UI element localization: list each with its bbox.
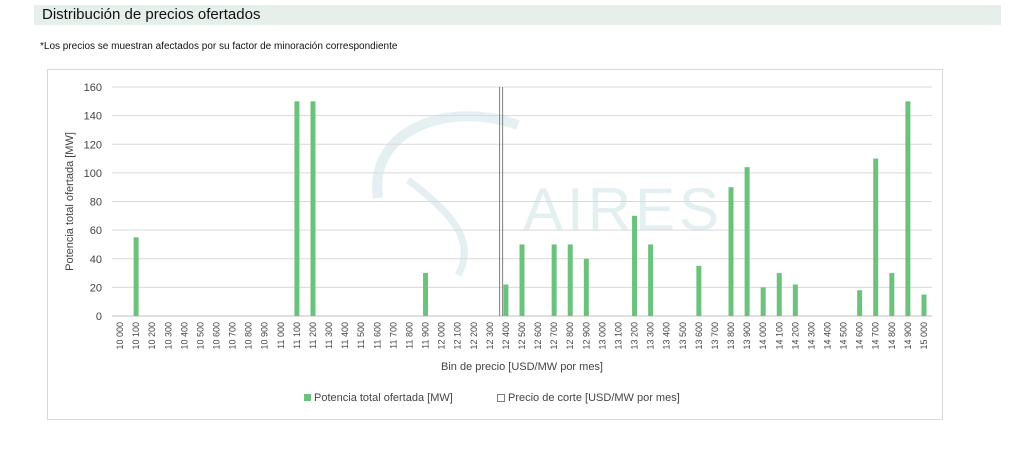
x-tick-label: 11 200	[308, 322, 318, 349]
x-tick-label: 14 600	[855, 322, 865, 350]
x-tick-label: 13 900	[742, 322, 752, 350]
x-tick-label: 13 400	[662, 322, 672, 350]
x-tick-label: 12 800	[565, 322, 575, 350]
bar	[133, 237, 139, 316]
x-tick-label: 12 300	[485, 322, 495, 350]
x-tick-label: 12 200	[469, 322, 479, 350]
x-tick-label: 15 000	[919, 322, 929, 350]
bar	[551, 244, 557, 316]
x-tick-label: 14 900	[903, 322, 913, 350]
x-tick-label: 13 000	[597, 322, 607, 350]
bar	[503, 284, 509, 316]
x-tick-label: 14 000	[758, 322, 768, 350]
title-bar: Distribución de precios ofertados	[34, 5, 1001, 25]
bar	[905, 101, 911, 316]
cutoff-line	[499, 87, 504, 316]
bar	[744, 167, 750, 316]
x-tick-label: 12 100	[453, 322, 463, 350]
bar	[792, 284, 798, 316]
watermark-leaf	[405, 177, 468, 277]
bar-chart: AIRES 0 20 40 60 80 100 120 140 160 10 000 10 100 10…	[64, 82, 932, 404]
x-tick-label: 10 700	[228, 322, 238, 350]
x-tick-label: 10 800	[244, 322, 254, 350]
x-tick-label: 11 300	[324, 322, 334, 349]
legend-label-bars: Potencia total ofertada [MW]	[314, 392, 453, 404]
x-tick-label: 10 000	[115, 322, 125, 350]
bar	[294, 101, 300, 316]
x-tick-label: 14 200	[790, 322, 800, 350]
watermark-text: AIRES	[523, 176, 723, 243]
x-tick-label: 12 400	[501, 322, 511, 350]
x-tick-label: 12 000	[437, 322, 447, 350]
x-tick-label: 12 900	[581, 322, 591, 350]
x-tick-label: 13 100	[613, 322, 623, 350]
bar	[921, 294, 927, 316]
bar	[632, 215, 638, 316]
bar	[760, 287, 766, 316]
legend-swatch-bars	[304, 394, 311, 401]
x-tick-label: 11 500	[356, 322, 366, 349]
bar	[776, 273, 782, 316]
x-tick-label: 11 600	[372, 322, 382, 349]
watermark-arc	[372, 111, 520, 199]
x-tick-label: 13 500	[678, 322, 688, 350]
y-tick-label: 120	[84, 139, 102, 151]
page-title: Distribución de precios ofertados	[42, 6, 261, 23]
bar	[519, 244, 525, 316]
x-tick-label: 13 300	[646, 322, 656, 350]
x-tick-label: 10 300	[163, 322, 173, 350]
y-tick-label: 40	[90, 254, 102, 266]
x-tick-label: 11 000	[276, 322, 286, 349]
x-tick-label: 12 700	[549, 322, 559, 350]
x-tick-label: 11 700	[388, 322, 398, 349]
bar	[889, 273, 895, 316]
y-tick-label: 80	[90, 197, 102, 209]
x-tick-label: 14 700	[871, 322, 881, 350]
legend-label-cutoff: Precio de corte [USD/MW por mes]	[508, 392, 680, 404]
x-tick-label: 10 900	[260, 322, 270, 350]
y-tick-label: 20	[90, 282, 102, 294]
price-note: *Los precios se muestran afectados por s…	[40, 41, 398, 52]
bar	[583, 258, 589, 316]
x-tick-label: 11 100	[292, 322, 302, 349]
bar	[310, 101, 316, 316]
bar	[728, 187, 734, 316]
bar	[423, 273, 429, 316]
x-tick-label: 14 500	[839, 322, 849, 350]
x-tick-label: 14 400	[822, 322, 832, 350]
x-axis-title: Bin de precio [USD/MW por mes]	[441, 361, 603, 373]
bar	[696, 265, 702, 316]
bar	[648, 244, 654, 316]
y-tick-label: 140	[84, 111, 102, 123]
x-tick-label: 14 300	[806, 322, 816, 350]
bar	[857, 290, 863, 316]
x-tick-label: 10 100	[131, 322, 141, 350]
x-tick-label: 13 600	[694, 322, 704, 350]
watermark-logo: AIRES	[372, 111, 723, 277]
x-tick-label: 12 600	[533, 322, 543, 350]
x-tick-label: 11 400	[340, 322, 350, 349]
x-tick-label: 10 200	[147, 322, 157, 350]
legend: Potencia total ofertada [MW] Precio de co…	[304, 392, 680, 404]
x-tick-label: 11 800	[404, 322, 414, 349]
x-tick-label: 10 500	[195, 322, 205, 350]
x-tick-label: 13 700	[710, 322, 720, 350]
chart-container: AIRES 0 20 40 60 80 100 120 140 160 10 000 10 100 10…	[47, 69, 943, 420]
x-tick-label: 13 200	[630, 322, 640, 350]
x-tick-label: 12 500	[517, 322, 527, 350]
y-tick-label: 60	[90, 225, 102, 237]
x-tick-label: 13 800	[726, 322, 736, 350]
x-tick-label: 14 800	[887, 322, 897, 350]
x-tick-label: 14 100	[774, 322, 784, 350]
legend-swatch-cutoff	[497, 394, 505, 402]
x-tick-label: 11 900	[421, 322, 431, 349]
y-tick-label: 100	[84, 168, 102, 180]
y-tick-label: 160	[84, 82, 102, 94]
bar	[873, 158, 879, 316]
bar	[567, 244, 573, 316]
y-axis-title: Potencia total ofertada [MW]	[64, 132, 76, 271]
x-tick-label: 10 600	[212, 322, 222, 350]
y-tick-label: 0	[96, 311, 102, 323]
x-tick-label: 10 400	[179, 322, 189, 350]
